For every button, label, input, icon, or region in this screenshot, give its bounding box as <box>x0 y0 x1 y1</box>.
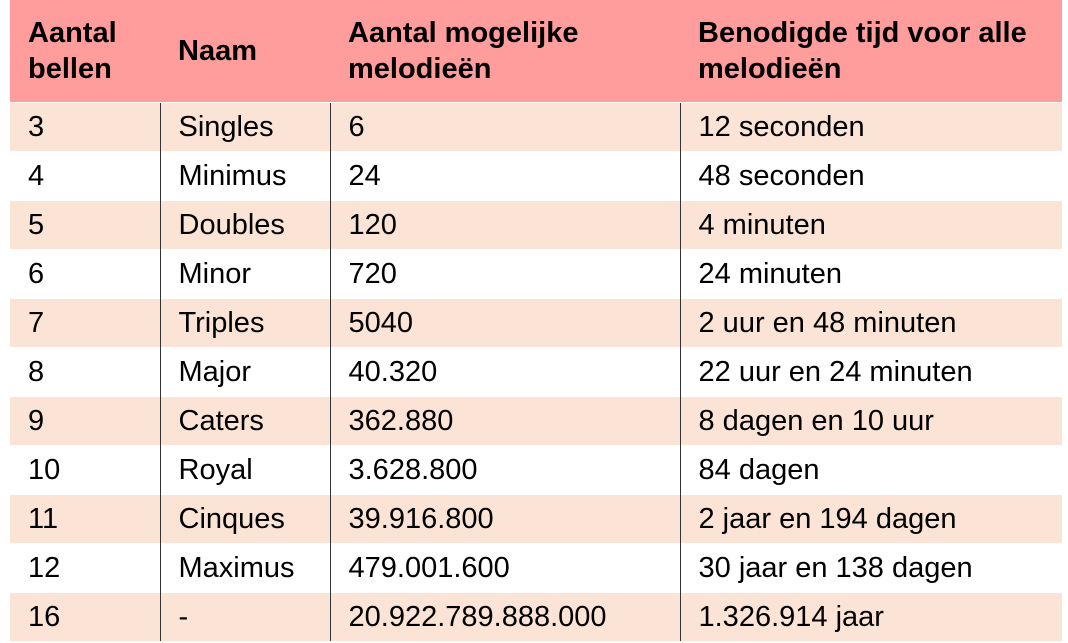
table-cell: Maximus <box>159 543 330 593</box>
header-row: Aantal bellen Naam Aantal mogelijke melodi… <box>10 0 1062 103</box>
table-cell: 5 <box>10 200 160 250</box>
table-cell: 1.326.914 jaar <box>679 592 1062 641</box>
table-cell: Minor <box>159 249 330 299</box>
table-cell: Singles <box>159 102 330 152</box>
table-cell: 12 seconden <box>679 102 1062 152</box>
header-cell: Aantal mogelijke melodieën <box>330 0 680 103</box>
table-cell: 120 <box>329 200 680 250</box>
header-cell: Aantal bellen <box>10 0 160 103</box>
header-cell: Naam <box>160 0 330 103</box>
table-cell: 48 seconden <box>679 151 1062 201</box>
table-cell: Minimus <box>159 151 330 201</box>
table-cell: 362.880 <box>329 396 680 446</box>
table-row: 12 Maximus 479.001.600 30 jaar en 138 dagen <box>10 543 1062 593</box>
table-row: 3 Singles 6 12 seconden <box>10 102 1062 152</box>
table-row: 7 Triples 5040 2 uur en 48 minuten <box>10 298 1062 348</box>
table-cell: 39.916.800 <box>329 494 680 544</box>
table-cell: 4 <box>10 151 160 201</box>
table-cell: 20.922.789.888.000 <box>329 592 680 641</box>
table-cell: 479.001.600 <box>329 543 680 593</box>
table-cell: 6 <box>329 102 680 152</box>
header-cell: Benodigde tijd voor alle melodieën <box>680 0 1062 103</box>
table-row: 16-20.922.789.888.000 1.326.914 jaar <box>10 592 1062 641</box>
table-cell: 720 <box>329 249 680 299</box>
table-row: 6 Minor 720 24 minuten <box>10 249 1062 299</box>
table-cell: Cinques <box>159 494 330 544</box>
table-cell: Doubles <box>159 200 330 250</box>
table-cell: 24 minuten <box>679 249 1062 299</box>
table-cell: 5040 <box>329 298 680 348</box>
table-cell: 16 <box>10 592 160 641</box>
table-cell: Triples <box>159 298 330 348</box>
table-row: 5 Doubles 120 4 minuten <box>10 200 1062 250</box>
table-cell: Major <box>159 347 330 397</box>
table-body: 3 Singles 6 12 seconden 4 Minimus 24 48 seconde… <box>10 102 1062 641</box>
table-cell: 2 jaar en 194 dagen <box>679 494 1062 544</box>
table-cell: 84 dagen <box>679 445 1062 495</box>
table-row: 8 Major 40.320 22 uur en 24 minuten <box>10 347 1062 397</box>
table-cell: 3 <box>10 102 160 152</box>
table-cell: 8 <box>10 347 160 397</box>
table-row: 4 Minimus 24 48 seconden <box>10 151 1062 201</box>
table: Aantal bellen Naam Aantal mogelijke melodi… <box>10 0 1062 641</box>
table-cell: 40.320 <box>329 347 680 397</box>
table-cell: Caters <box>159 396 330 446</box>
table-cell: 10 <box>10 445 160 495</box>
table-cell: 22 uur en 24 minuten <box>679 347 1062 397</box>
table-cell: 12 <box>10 543 160 593</box>
table-cell: 3.628.800 <box>329 445 680 495</box>
table-cell: 7 <box>10 298 160 348</box>
table-cell: 30 jaar en 138 dagen <box>679 543 1062 593</box>
table-cell: 8 dagen en 10 uur <box>679 396 1062 446</box>
table-cell: 6 <box>10 249 160 299</box>
table-cell: Royal <box>159 445 330 495</box>
table-cell: 11 <box>10 494 160 544</box>
table-cell: - <box>159 592 330 641</box>
table-cell: 9 <box>10 396 160 446</box>
table-row: 11 Cinques 39.916.800 2 jaar en 194 dagen <box>10 494 1062 544</box>
table-row: 10 Royal 3.628.800 84 dagen <box>10 445 1062 495</box>
table-cell: 4 minuten <box>679 200 1062 250</box>
table-cell: 2 uur en 48 minuten <box>679 298 1062 348</box>
table-cell: 24 <box>329 151 680 201</box>
table-row: 9 Caters 362.880 8 dagen en 10 uur <box>10 396 1062 446</box>
